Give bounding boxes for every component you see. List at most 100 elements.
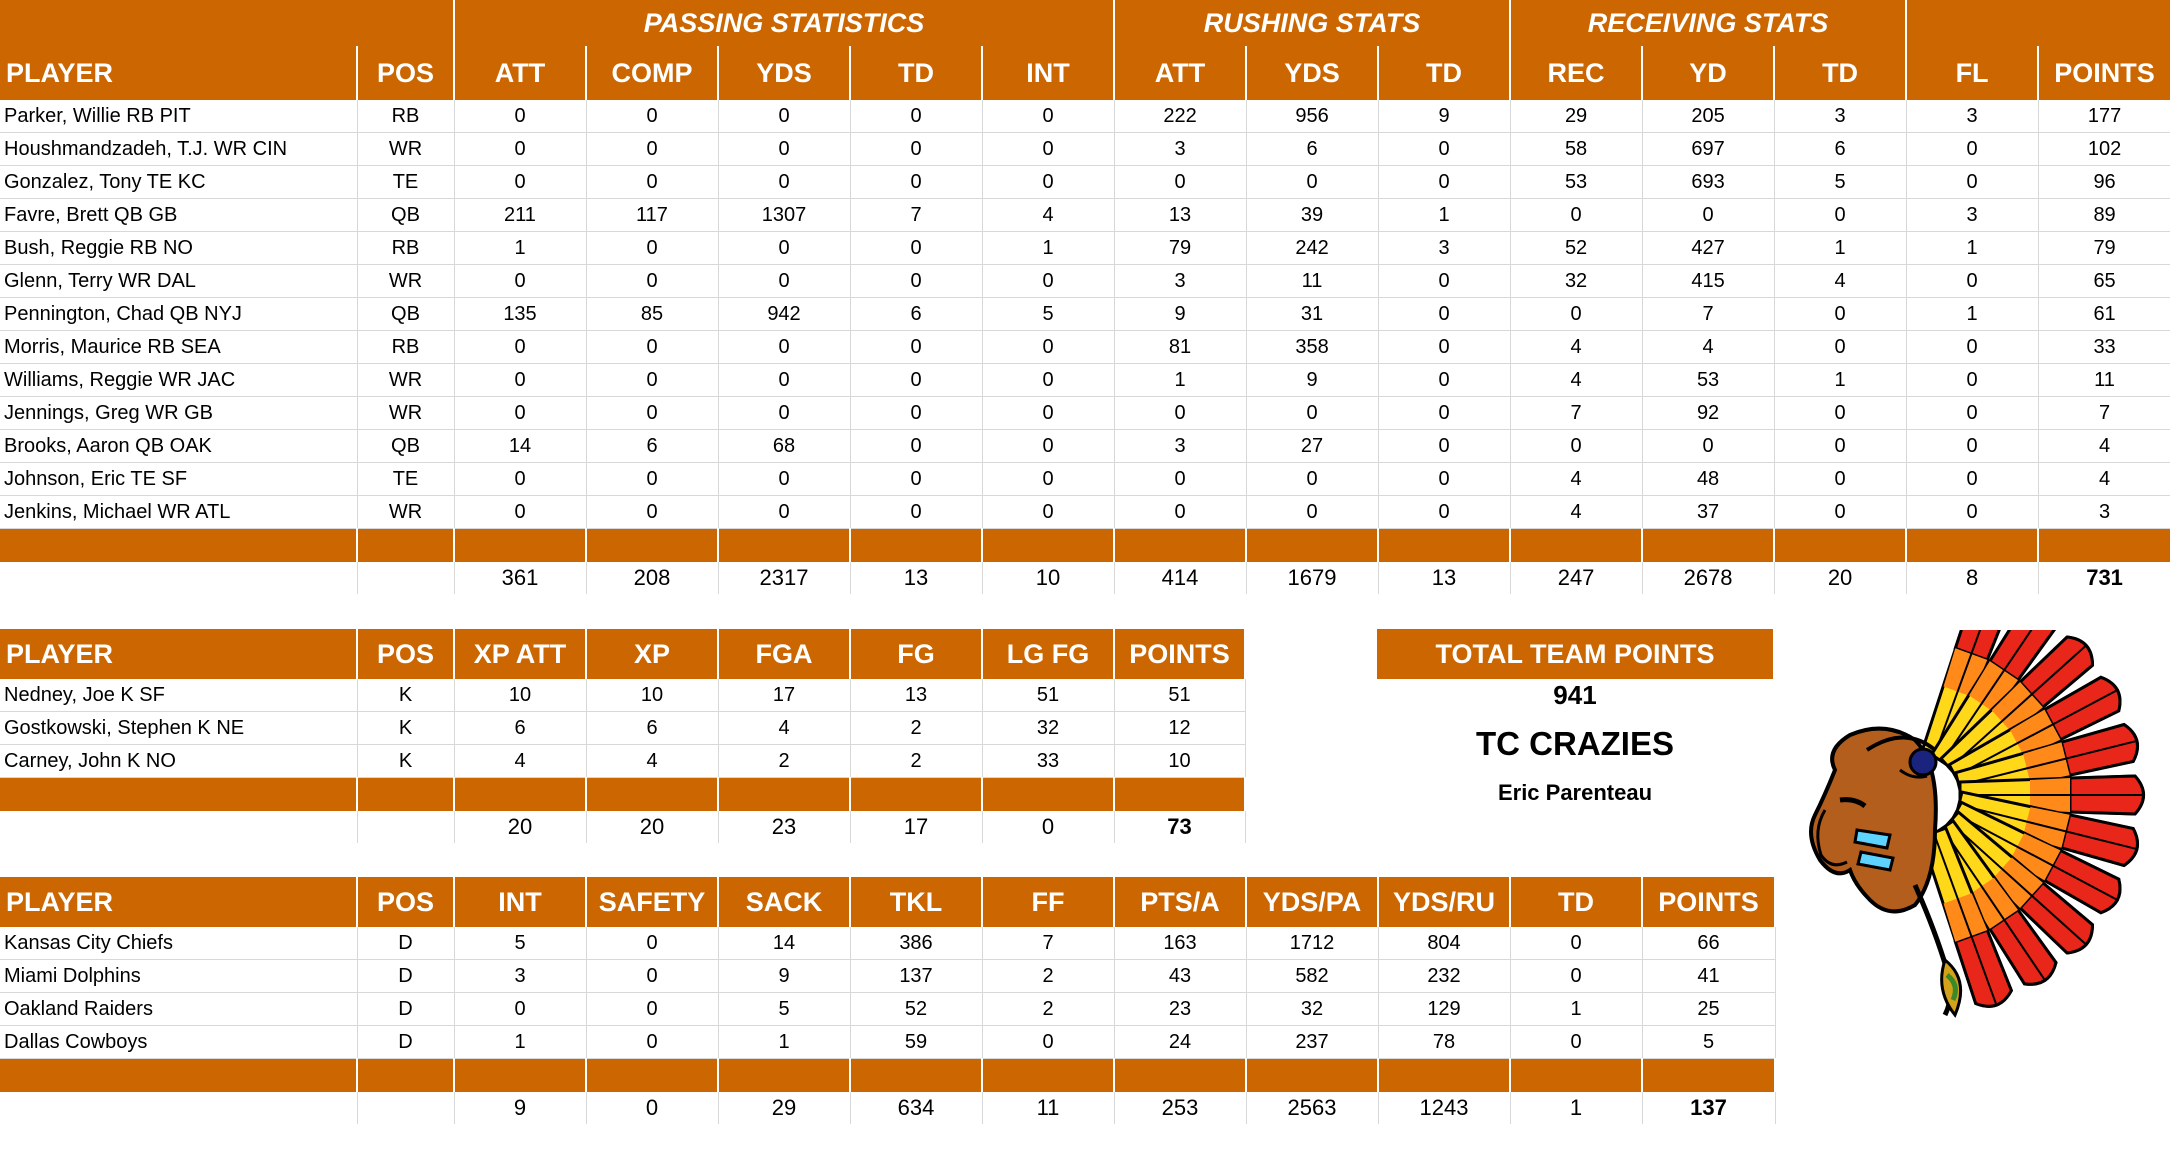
- stat-int: 0: [982, 396, 1115, 430]
- stat-safety: 0: [586, 1025, 719, 1059]
- col-header-yds-pa: YDS/PA: [1246, 877, 1379, 927]
- col-header-player: PLAYER: [0, 46, 358, 100]
- stat-att: 0: [454, 100, 587, 133]
- stat-fga: 4: [718, 711, 851, 745]
- stat-rec: 0: [1510, 297, 1643, 331]
- stat-pos: RB: [357, 100, 455, 133]
- stat-comp: 0: [586, 495, 719, 529]
- stat-rec: 53: [1510, 165, 1643, 199]
- col-header-td: TD: [1774, 46, 1908, 100]
- col-header-points: POINTS: [2038, 46, 2170, 100]
- total-pts-a: 253: [1114, 1092, 1247, 1124]
- stat-td: 0: [1774, 396, 1907, 430]
- stat-att: 81: [1114, 330, 1247, 364]
- col-header-yds-ru: YDS/RU: [1378, 877, 1511, 927]
- stat-att: 0: [1114, 165, 1247, 199]
- stat-yds: 0: [718, 264, 851, 298]
- player-name: Gostkowski, Stephen K NE: [0, 711, 358, 745]
- stat-td: 0: [1378, 330, 1511, 364]
- separator-cell: [1378, 528, 1512, 562]
- col-header-safety: SAFETY: [586, 877, 719, 927]
- stat-int: 4: [982, 198, 1115, 232]
- empty-cell: [0, 811, 358, 843]
- stat-att: 211: [454, 198, 587, 232]
- player-name: Kansas City Chiefs: [0, 927, 358, 960]
- stat-yd: 37: [1642, 495, 1775, 529]
- separator-cell: [1774, 528, 1908, 562]
- stat-yd: 7: [1642, 297, 1775, 331]
- stat-points: 11: [2038, 363, 2170, 397]
- stat-comp: 0: [586, 363, 719, 397]
- table-row: Oakland Raiders D 0 0 5 52 2 23 32 129 1 25: [0, 992, 1776, 1026]
- separator-cell: [357, 1058, 455, 1092]
- separator-cell: [850, 777, 983, 811]
- stat-td: 0: [850, 396, 983, 430]
- stat-td: 6: [850, 297, 983, 331]
- defense-table: PLAYER POS INT SAFETY SACK TKL FF PTS/A YDS/PA YD…: [0, 877, 1776, 1124]
- stat-yd: 4: [1642, 330, 1775, 364]
- kicker-header-row: PLAYER POS XP ATT XP FGA FG LG FG POINTS: [0, 629, 1246, 679]
- stat-att: 0: [454, 462, 587, 496]
- stat-safety: 0: [586, 959, 719, 993]
- stat-td: 1: [1774, 231, 1907, 265]
- stat-rec: 0: [1510, 429, 1643, 463]
- stat-rec: 4: [1510, 495, 1643, 529]
- table-row: Williams, Reggie WR JAC WR 0 0 0 0 0 1 9 0 4 53 1 0 11: [0, 363, 2170, 397]
- offense-header-row: PLAYER POS ATT COMP YDS TD INT ATT YDS TD REC YD TD F…: [0, 46, 2170, 100]
- stat-td: 0: [850, 330, 983, 364]
- stat-td: 0: [850, 363, 983, 397]
- stat-yds: 0: [718, 462, 851, 496]
- stat-td: 0: [850, 495, 983, 529]
- separator-cell: [718, 528, 851, 562]
- total-xp: 20: [586, 811, 719, 843]
- table-row: Jennings, Greg WR GB WR 0 0 0 0 0 0 0 0 7 92 0 0 7: [0, 396, 2170, 430]
- col-header-sack: SACK: [718, 877, 851, 927]
- stat-td: 0: [1378, 462, 1511, 496]
- stat-points: 4: [2038, 429, 2170, 463]
- stat-rec: 4: [1510, 330, 1643, 364]
- group-spacer: [1906, 0, 2170, 46]
- stat-yds: 358: [1246, 330, 1379, 364]
- col-header-yd: YD: [1642, 46, 1776, 100]
- totals-row: 20 20 23 17 0 73: [0, 811, 1246, 843]
- separator-cell: [357, 528, 455, 562]
- stat-pts-a: 24: [1114, 1025, 1247, 1059]
- stat-pos: K: [357, 744, 455, 778]
- total-tkl: 634: [850, 1092, 983, 1124]
- stat-yds: 0: [718, 132, 851, 166]
- table-row: Glenn, Terry WR DAL WR 0 0 0 0 0 3 11 0 32 415 4 0 65: [0, 264, 2170, 298]
- stat-points: 3: [2038, 495, 2170, 529]
- col-header-td: TD: [1378, 46, 1512, 100]
- indian-chief-headdress-icon: [1809, 630, 2145, 1018]
- stat-points: 79: [2038, 231, 2170, 265]
- stat-fg: 2: [850, 711, 983, 745]
- stat-td: 0: [850, 165, 983, 199]
- stat-int: 0: [454, 992, 587, 1026]
- stat-fl: 0: [1906, 429, 2039, 463]
- stat-yds: 0: [1246, 462, 1379, 496]
- stat-td: 0: [1774, 462, 1907, 496]
- player-name: Parker, Willie RB PIT: [0, 100, 358, 133]
- stat-td: 0: [1774, 198, 1907, 232]
- total-yds-ru: 1243: [1378, 1092, 1511, 1124]
- stat-fl: 3: [1906, 198, 2039, 232]
- empty-cell: [357, 1092, 455, 1124]
- stat-pos: WR: [357, 132, 455, 166]
- stat-points: 61: [2038, 297, 2170, 331]
- stat-att: 1: [454, 231, 587, 265]
- stat-att: 0: [454, 165, 587, 199]
- player-name: Glenn, Terry WR DAL: [0, 264, 358, 298]
- stat-fl: 1: [1906, 231, 2039, 265]
- stat-yds: 31: [1246, 297, 1379, 331]
- stat-yds-ru: 804: [1378, 927, 1511, 960]
- col-header-points: POINTS: [1642, 877, 1776, 927]
- stat-pts-a: 23: [1114, 992, 1247, 1026]
- stat-pos: WR: [357, 396, 455, 430]
- stat-att: 0: [454, 330, 587, 364]
- separator-cell: [2038, 528, 2170, 562]
- feather: [1919, 826, 2014, 1008]
- separator-cell: [586, 1058, 719, 1092]
- empty-cell: [0, 1092, 358, 1124]
- col-header-xp-att: XP ATT: [454, 629, 587, 679]
- table-row: Nedney, Joe K SF K 10 10 17 13 51 51: [0, 679, 1246, 712]
